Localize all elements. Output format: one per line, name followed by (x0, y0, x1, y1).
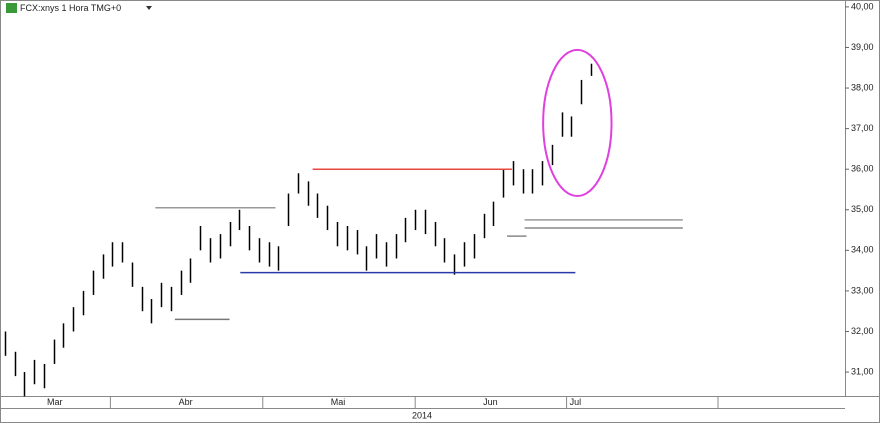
y-tick-label: 31,00 (851, 366, 874, 376)
y-tick-label: 37,00 (851, 123, 874, 133)
x-tick-label: Abr (179, 397, 193, 407)
y-tick-label: 33,00 (851, 285, 874, 295)
x-tick-label: Mai (331, 397, 346, 407)
chart-title: FCX:xnys 1 Hora TMG+0 (20, 3, 121, 13)
year-label: 2014 (412, 410, 432, 420)
dropdown-arrow[interactable] (146, 6, 152, 10)
y-tick-label: 32,00 (851, 326, 874, 336)
y-tick-label: 36,00 (851, 164, 874, 174)
y-tick-label: 34,00 (851, 245, 874, 255)
symbol-icon (6, 3, 17, 13)
x-tick-label: Jul (570, 397, 582, 407)
y-tick-label: 40,00 (851, 1, 874, 11)
y-tick-label: 35,00 (851, 204, 874, 214)
y-tick-label: 38,00 (851, 82, 874, 92)
x-tick-label: Jun (483, 397, 498, 407)
x-tick-label: Mar (47, 397, 63, 407)
highlight-ellipse (542, 48, 613, 197)
y-tick-label: 39,00 (851, 42, 874, 52)
